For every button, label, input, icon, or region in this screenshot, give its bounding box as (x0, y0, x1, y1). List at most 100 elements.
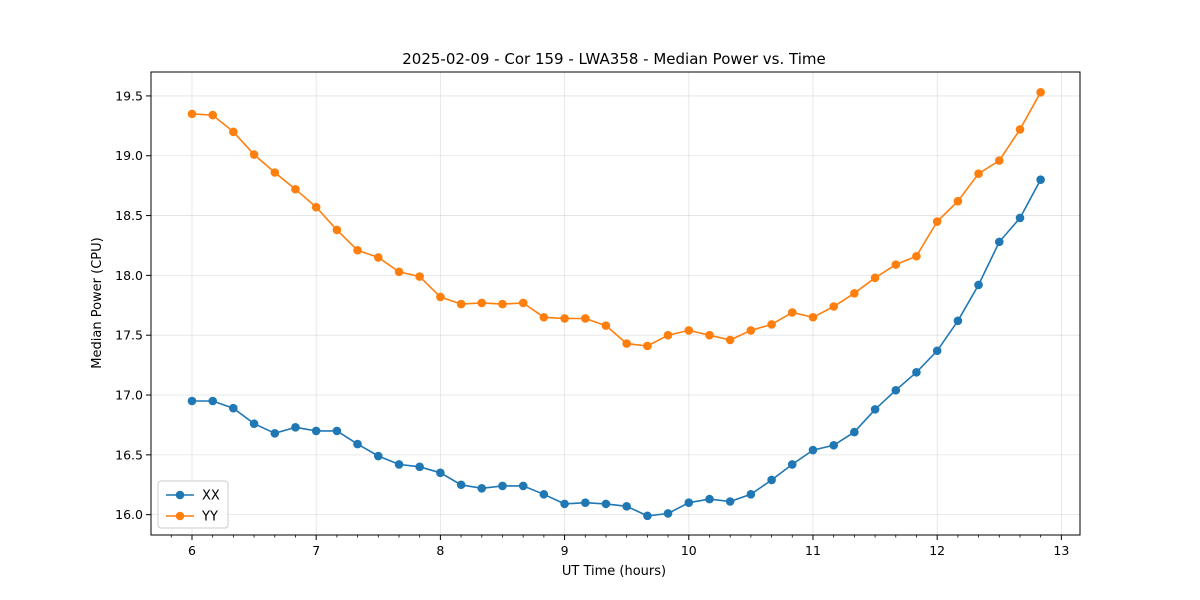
x-tick-label: 6 (188, 543, 196, 558)
data-point-yy (974, 169, 983, 178)
data-point-xx (249, 419, 259, 429)
data-point-xx (787, 460, 797, 469)
data-point-yy (725, 335, 735, 345)
data-point-yy (1015, 125, 1025, 134)
data-point-yy (746, 326, 756, 335)
data-point-yy (353, 245, 362, 255)
data-point-xx (518, 481, 528, 491)
data-point-xx (291, 423, 300, 432)
data-point-xx (622, 501, 631, 511)
data-point-yy (932, 217, 942, 226)
x-tick-label: 7 (312, 543, 320, 558)
data-point-xx (332, 426, 342, 436)
x-tick-label: 12 (929, 543, 945, 558)
data-point-yy (477, 298, 487, 308)
data-point-yy (249, 150, 259, 159)
data-point-yy (953, 196, 963, 206)
data-point-yy (622, 339, 631, 348)
data-point-yy (560, 314, 569, 323)
data-point-xx (725, 497, 735, 506)
series-line-xx (192, 179, 1042, 517)
y-tick-label: 17.0 (115, 388, 143, 403)
data-point-xx (663, 509, 673, 518)
data-point-yy (270, 168, 280, 177)
data-point-yy (829, 302, 839, 311)
data-point-yy (994, 156, 1004, 165)
data-point-xx (994, 237, 1004, 247)
data-point-yy (808, 312, 818, 322)
data-point-yy (643, 341, 652, 351)
data-point-xx (808, 445, 818, 455)
axis-ticks: 6 7 8 9 10 11 12 13 16.0 16.5 17.0 17.5 18.0 18.5 19.0… (115, 88, 1069, 558)
data-point-xx (394, 460, 404, 469)
x-tick-label: 8 (436, 543, 444, 558)
data-point-xx (373, 451, 383, 461)
data-point-xx (1036, 175, 1045, 184)
data-point-yy (891, 260, 901, 269)
y-tick-label: 17.5 (115, 328, 143, 343)
plot-frame (150, 71, 1081, 536)
data-point-yy (767, 320, 776, 329)
x-tick-label: 11 (805, 543, 821, 558)
y-tick-label: 18.5 (115, 208, 143, 223)
x-tick-label: 13 (1053, 543, 1069, 558)
data-point-xx (684, 498, 694, 507)
data-point-xx (1015, 213, 1025, 223)
data-point-xx (829, 440, 839, 450)
data-point-xx (870, 405, 880, 414)
data-point-xx (229, 403, 238, 413)
data-point-yy (787, 308, 797, 317)
data-point-yy (518, 298, 528, 308)
data-point-xx (932, 346, 942, 356)
data-point-yy (684, 326, 694, 335)
data-point-xx (560, 499, 569, 509)
y-tick-label: 19.5 (115, 88, 143, 103)
legend-marker-xx (175, 490, 185, 500)
data-point-yy (498, 299, 507, 309)
data-point-yy (436, 292, 445, 302)
data-point-yy (1036, 88, 1045, 97)
data-point-xx (974, 280, 983, 290)
y-tick-label: 16.0 (115, 507, 143, 522)
y-axis-label: Median Power (CPU) (90, 237, 105, 368)
data-point-xx (270, 429, 280, 438)
data-point-xx (643, 511, 652, 521)
data-point-yy (373, 253, 383, 262)
data-point-xx (415, 462, 424, 472)
data-point-xx (477, 484, 487, 493)
data-point-xx (581, 498, 590, 507)
legend-marker-yy (175, 511, 185, 521)
data-point-xx (912, 367, 921, 377)
x-tick-label: 9 (561, 543, 569, 558)
data-point-xx (746, 490, 756, 499)
data-point-xx (456, 480, 466, 490)
data-point-yy (539, 312, 549, 322)
data-point-yy (601, 321, 611, 330)
y-tick-label: 18.0 (115, 268, 143, 283)
data-point-xx (767, 475, 776, 485)
data-point-yy (912, 251, 921, 261)
series-layer (187, 88, 1045, 521)
data-point-yy (705, 330, 714, 340)
legend: XX YY (157, 480, 229, 529)
data-point-xx (891, 385, 901, 395)
data-point-yy (456, 299, 466, 309)
data-point-xx (187, 396, 197, 406)
data-point-yy (663, 330, 673, 340)
data-point-xx (601, 499, 611, 509)
data-point-xx (353, 439, 362, 449)
grid-lines (151, 72, 1080, 535)
data-point-yy (332, 225, 342, 235)
data-point-yy (187, 109, 197, 119)
data-point-xx (498, 481, 507, 491)
data-point-yy (870, 273, 880, 283)
data-point-xx (208, 396, 218, 406)
data-point-yy (415, 272, 424, 281)
data-point-yy (291, 184, 300, 194)
data-point-xx (705, 494, 714, 504)
data-point-yy (394, 267, 404, 277)
data-point-xx (311, 426, 321, 436)
chart-title: 2025-02-09 - Cor 159 - LWA358 - Median P… (402, 50, 826, 68)
series-line-yy (191, 91, 1042, 347)
